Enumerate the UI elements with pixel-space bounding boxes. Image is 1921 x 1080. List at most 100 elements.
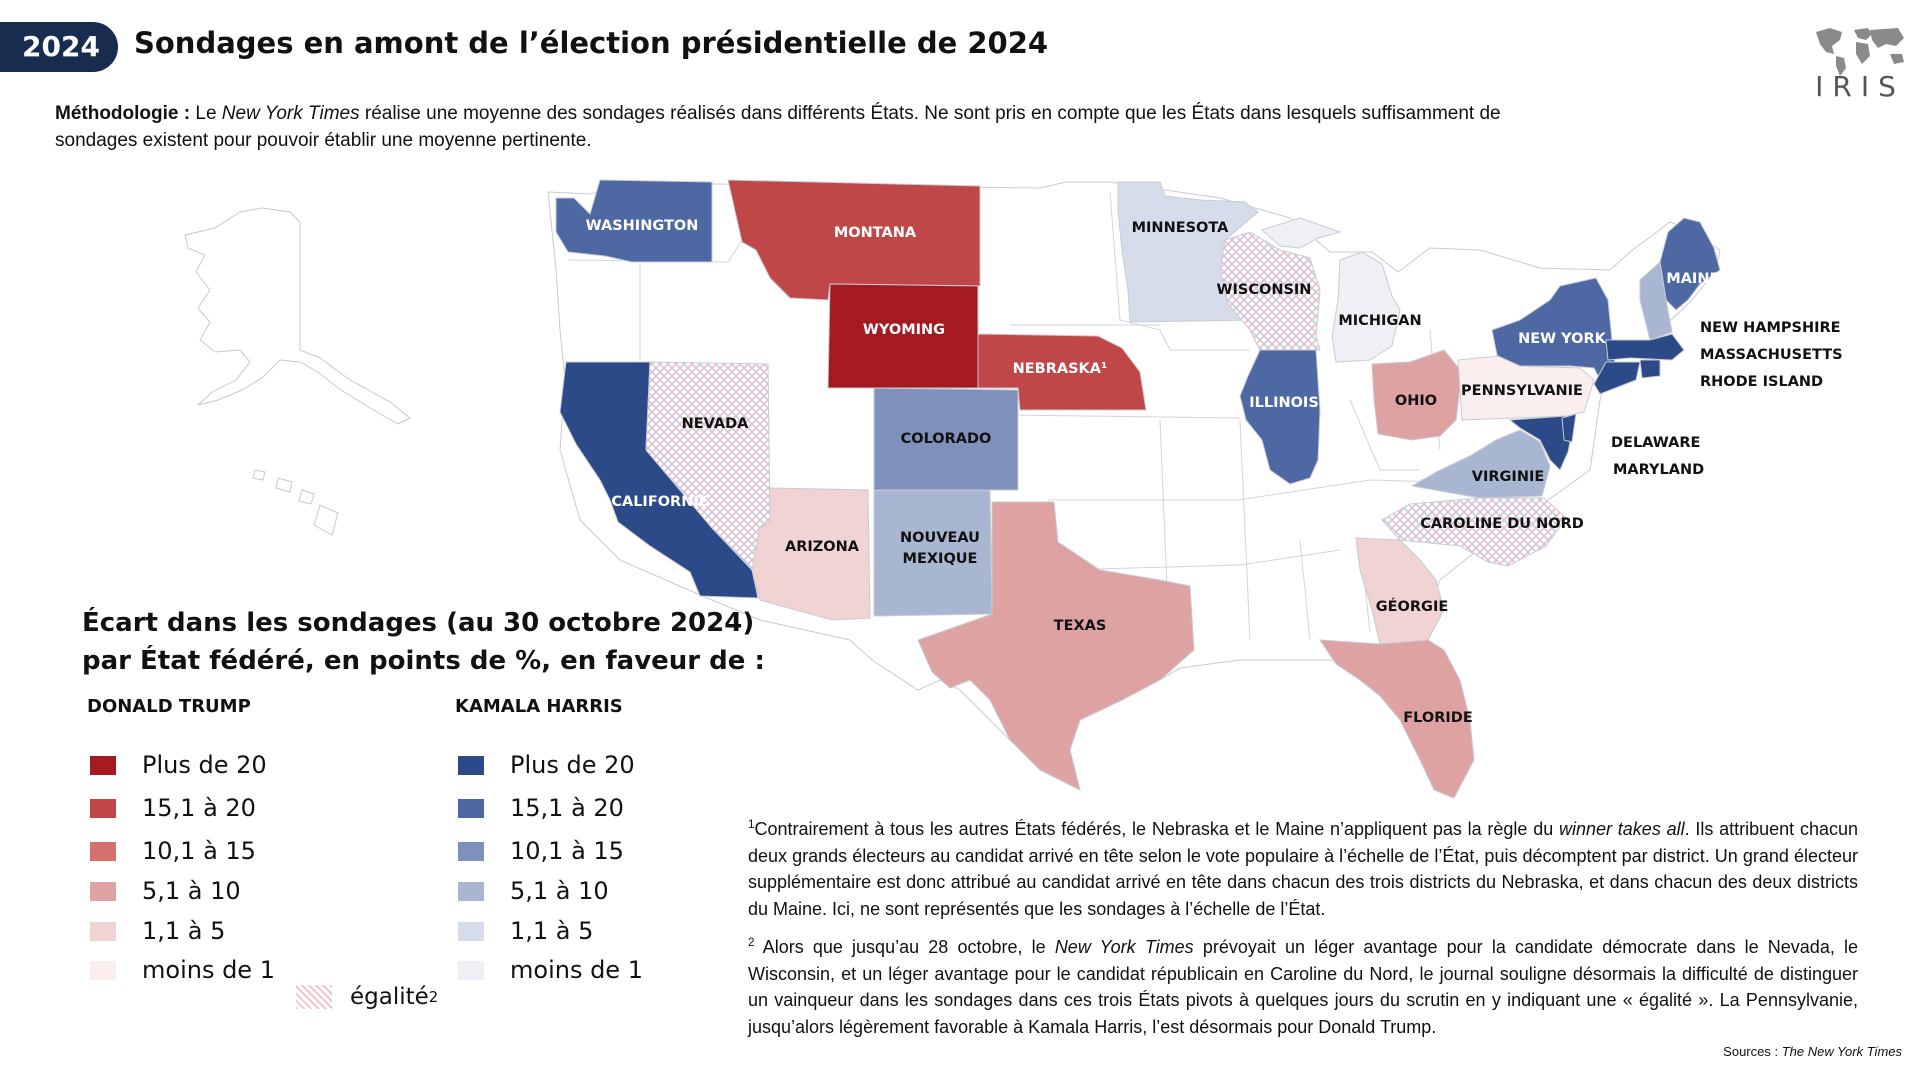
label-maryland: MARYLAND [1613,462,1704,478]
label-wisconsin: WISCONSIN [1217,282,1312,298]
label-georgia: GÉORGIE [1376,598,1449,615]
legend-trump-head: DONALD TRUMP [87,696,251,717]
label-washington: WASHINGTON [586,218,699,234]
state-illinois [1239,349,1321,485]
label-arizona: ARIZONA [785,539,860,555]
legend-title: Écart dans les sondages (au 30 octobre 2… [82,604,765,680]
legend-harris-head: KAMALA HARRIS [455,696,623,717]
state-north-carolina [1381,497,1567,567]
footnote-1-text-b: . Ils attribuent chacun deux grands élec… [748,819,1858,919]
state-virginia [1410,429,1551,499]
harris-legend-swatch [458,960,484,980]
label-california: CALIFORNIE [611,494,708,510]
harris-legend-swatch [458,755,484,775]
label-north-carolina: CAROLINE DU NORD [1420,516,1584,532]
harris-legend-swatch [458,841,484,861]
harris-legend-row: moins de 1 [458,955,643,985]
state-georgia [1355,537,1445,645]
state-wisconsin [1219,231,1321,351]
footnote-1-em: winner takes all [1559,819,1685,839]
trump-legend-row: 1,1 à 5 [90,916,225,946]
state-ohio [1371,349,1463,441]
trump-legend-label: 5,1 à 10 [142,877,241,905]
harris-legend-row: Plus de 20 [458,750,635,780]
footnote-2-em: New York Times [1054,937,1194,957]
state-montana [727,179,981,301]
year-badge: 2024 [0,22,118,72]
state-michigan [1261,217,1401,363]
trump-legend-swatch [90,841,116,861]
harris-legend-row: 10,1 à 15 [458,836,624,866]
label-new-york: NEW YORK [1518,331,1607,347]
footnote-2-text-a: Alors que jusqu’au 28 octobre, le [754,937,1055,957]
label-ohio: OHIO [1395,393,1437,409]
trump-legend-label: Plus de 20 [142,751,267,779]
hawaii-outline [252,469,339,536]
trump-legend-row: 15,1 à 20 [90,793,256,823]
page-title: Sondages en amont de l’élection présiden… [134,26,1049,60]
trump-legend-swatch [90,881,116,901]
label-pennsylvania: PENNSYLVANIE [1461,383,1583,399]
state-florida [1319,639,1475,799]
label-nebraska: NEBRASKA¹ [1013,361,1108,377]
footnotes: 1Contrairement à tous les autres États f… [748,812,1858,1048]
harris-legend-label: Plus de 20 [510,751,635,779]
label-minnesota: MINNESOTA [1132,220,1230,236]
state-delaware [1561,413,1577,443]
label-new-mexico-line2: MEXIQUE [903,551,978,567]
label-montana: MONTANA [834,225,917,241]
label-michigan: MICHIGAN [1338,313,1421,329]
label-rhode-island: RHODE ISLAND [1700,374,1823,390]
harris-legend-label: 10,1 à 15 [510,837,624,865]
label-texas: TEXAS [1054,618,1107,634]
harris-legend-label: moins de 1 [510,956,643,984]
harris-legend-row: 1,1 à 5 [458,916,593,946]
source-name: The New York Times [1781,1044,1902,1059]
methodology-text-b: réalise une moyenne des sondages réalisé… [55,103,1501,151]
footnote-1-text-a: Contrairement à tous les autres États fé… [754,819,1559,839]
methodology: Méthodologie : Le New York Times réalise… [55,100,1575,154]
label-florida: FLORIDE [1403,710,1472,726]
label-new-hampshire: NEW HAMPSHIRE [1700,320,1841,336]
label-colorado: COLORADO [901,431,992,447]
harris-legend-swatch [458,881,484,901]
footnote-1-mark: 1 [748,818,755,831]
harris-legend-label: 15,1 à 20 [510,794,624,822]
trump-legend-label: 1,1 à 5 [142,917,226,945]
label-maine: MAINE¹ [1666,271,1725,287]
trump-legend-swatch [90,755,116,775]
trump-legend-swatch [90,921,116,941]
label-wyoming: WYOMING [863,322,945,338]
tie-swatch [296,985,332,1009]
label-nevada: NEVADA [682,416,750,432]
methodology-nyt: New York Times [221,103,360,124]
footnote-2: 2 Alors que jusqu’au 28 octobre, le New … [748,930,1858,1040]
trump-legend-label: 10,1 à 15 [142,837,256,865]
harris-legend-label: 1,1 à 5 [510,917,594,945]
trump-legend-label: moins de 1 [142,956,275,984]
methodology-text-a: Le [190,103,222,124]
trump-legend-swatch [90,960,116,980]
trump-legend-row: 10,1 à 15 [90,836,256,866]
state-maine [1659,217,1721,311]
legend-title-line1: Écart dans les sondages (au 30 octobre 2… [82,608,755,638]
harris-legend-swatch [458,921,484,941]
state-washington [555,179,713,263]
state-massachusetts [1605,333,1685,361]
tie-label: égalité [350,984,429,1010]
trump-legend-row: moins de 1 [90,955,275,985]
methodology-label: Méthodologie : [55,103,191,124]
legend-tie: égalité 2 [296,982,438,1012]
harris-legend-row: 15,1 à 20 [458,793,624,823]
trump-legend-label: 15,1 à 20 [142,794,256,822]
source-prefix: Sources : [1723,1044,1782,1059]
state-nebraska [977,333,1147,411]
iris-logo [1816,28,1904,76]
footnote-1: 1Contrairement à tous les autres États f… [748,812,1858,922]
state-pennsylvania [1457,355,1595,421]
world-map-icon [1816,28,1904,76]
label-illinois: ILLINOIS [1249,395,1319,411]
footnote-2-text-b: prévoyait un léger avantage pour la cand… [748,937,1858,1037]
label-massachusetts: MASSACHUSETTS [1700,347,1843,363]
